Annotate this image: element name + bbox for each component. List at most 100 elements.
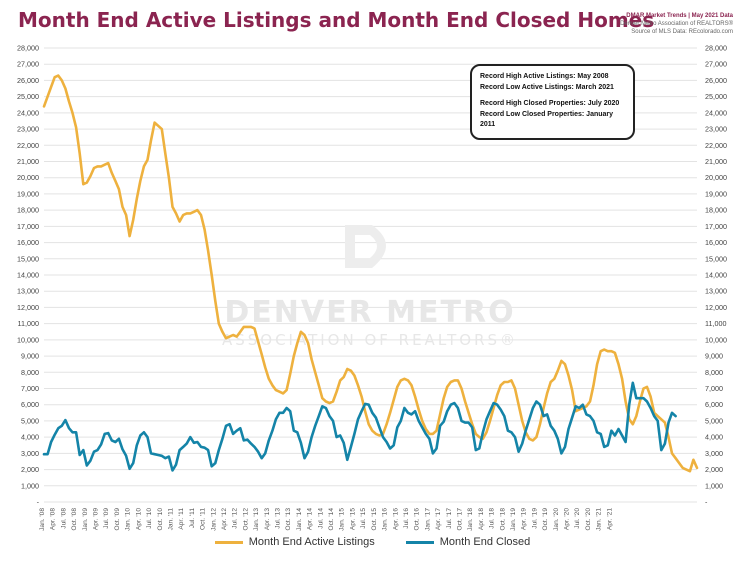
y-tick-left: 9,000 xyxy=(21,352,39,361)
y-tick-right: 28,000 xyxy=(705,44,727,53)
y-tick-left: 24,000 xyxy=(17,108,39,117)
y-tick-right: 6,000 xyxy=(705,400,723,409)
x-tick: Apr. '19 xyxy=(521,508,528,530)
y-tick-right: 9,000 xyxy=(705,352,723,361)
x-tick: Jan. '20 xyxy=(553,508,560,531)
y-tick-right: 3,000 xyxy=(705,449,723,458)
x-tick: Jan. '12 xyxy=(210,508,217,531)
x-tick: Jan. '17 xyxy=(424,508,431,531)
legend-swatch-active xyxy=(214,540,243,544)
y-tick-left: 12,000 xyxy=(17,303,39,312)
y-tick-right: 25,000 xyxy=(705,92,727,101)
x-axis: Jan. '08 Apr. '08 Jul. '08 Oct. '08 Jan. '09… xyxy=(39,508,613,531)
y-tick-left: 14,000 xyxy=(17,271,39,280)
x-tick: Oct. '08 xyxy=(71,508,78,531)
chart-title: Month End Active Listings and Month End … xyxy=(18,8,655,32)
source-line-2: Denver Metro Association of REALTORS® xyxy=(620,21,733,27)
y-tick-right: 1,000 xyxy=(705,481,723,490)
series-line-active-listings xyxy=(42,74,699,473)
x-tick: Oct. '09 xyxy=(114,508,121,531)
y-tick-right: 18,000 xyxy=(705,206,727,215)
x-tick: Oct. '19 xyxy=(542,508,549,531)
source-note: DMAR Market Trends | May 2021 Data Denve… xyxy=(573,12,733,36)
legend: Month End Active Listings Month End Clos… xyxy=(0,536,745,548)
y-tick-left: 16,000 xyxy=(17,238,39,247)
source-line-3: Source of MLS Data: REcolorado.com xyxy=(631,29,733,35)
y-tick-left: 27,000 xyxy=(17,60,39,69)
x-tick: Jan. '18 xyxy=(467,508,474,531)
y-tick-left: 15,000 xyxy=(17,254,39,263)
y-tick-right: 2,000 xyxy=(705,465,723,474)
record-line-1: Record High Active Listings: May 2008 xyxy=(480,73,609,80)
x-tick: Jul. '17 xyxy=(446,508,453,529)
y-tick-left: 28,000 xyxy=(17,44,39,53)
x-tick: Oct. '11 xyxy=(200,508,207,530)
x-tick: Jan. '09 xyxy=(82,508,89,531)
y-tick-right: 15,000 xyxy=(705,254,727,263)
y-tick-right: 24,000 xyxy=(705,108,727,117)
x-tick: Jan. '08 xyxy=(39,508,46,531)
y-axis-left: - 1,000 2,000 3,000 4,000 5,000 6,000 7,000 8,00… xyxy=(17,44,40,507)
x-tick: Jul. '09 xyxy=(103,508,110,529)
x-tick: Apr. '09 xyxy=(93,508,100,530)
source-line-1: DMAR Market Trends | May 2021 Data xyxy=(626,13,733,19)
y-tick-right: 23,000 xyxy=(705,125,727,134)
y-tick-right: 14,000 xyxy=(705,271,727,280)
y-tick-left: 22,000 xyxy=(17,141,39,150)
records-callout: Record High Active Listings: May 2008 Re… xyxy=(470,64,635,140)
legend-item-closed: Month End Closed xyxy=(405,536,530,548)
y-tick-right: 26,000 xyxy=(705,76,727,85)
watermark: DENVER METRO ASSOCIATION OF REALTORS® xyxy=(222,225,518,349)
y-tick-left: 23,000 xyxy=(17,125,39,134)
x-tick: Oct. '12 xyxy=(242,508,249,531)
record-line-2: Record Low Active Listings: March 2021 xyxy=(480,83,614,91)
x-tick: Oct. '16 xyxy=(414,508,421,531)
y-tick-right: 12,000 xyxy=(705,303,727,312)
x-tick: Jul. '18 xyxy=(489,508,496,529)
x-tick: Apr. '16 xyxy=(392,508,399,530)
y-tick-left: 25,000 xyxy=(17,92,39,101)
x-tick: Apr. '10 xyxy=(135,508,142,530)
x-tick: Apr. '18 xyxy=(478,508,485,530)
watermark-logo-icon xyxy=(345,225,386,268)
y-tick-left: 20,000 xyxy=(17,173,39,182)
y-tick-right: 10,000 xyxy=(705,335,727,344)
y-tick-right: 7,000 xyxy=(705,384,723,393)
y-tick-left: - xyxy=(37,498,40,507)
x-tick: Jul. '08 xyxy=(60,508,67,529)
y-tick-right: 8,000 xyxy=(705,368,723,377)
y-tick-right: 13,000 xyxy=(705,287,727,296)
watermark-line-2: ASSOCIATION OF REALTORS® xyxy=(222,331,518,349)
x-tick: Apr. '11 xyxy=(178,508,185,530)
x-tick: Apr. '12 xyxy=(221,508,228,530)
legend-item-active: Month End Active Listings xyxy=(214,536,375,548)
y-tick-left: 1,000 xyxy=(21,481,39,490)
series xyxy=(42,74,699,473)
x-tick: Apr. '15 xyxy=(349,508,356,530)
y-tick-left: 26,000 xyxy=(17,76,39,85)
x-tick: Jan. '11 xyxy=(167,508,174,531)
x-tick: Apr. '17 xyxy=(435,508,442,530)
y-tick-right: - xyxy=(705,498,708,507)
x-tick: Jan. '15 xyxy=(339,508,346,531)
x-tick: Jan. '19 xyxy=(510,508,517,531)
y-tick-left: 6,000 xyxy=(21,400,39,409)
y-tick-left: 10,000 xyxy=(17,335,39,344)
x-tick: Oct. '17 xyxy=(456,508,463,531)
y-tick-right: 20,000 xyxy=(705,173,727,182)
x-tick: Apr. '14 xyxy=(307,508,314,530)
x-tick: Apr. '21 xyxy=(606,508,613,530)
legend-swatch-closed xyxy=(405,540,434,544)
x-tick: Oct. '10 xyxy=(157,508,164,531)
y-tick-left: 17,000 xyxy=(17,222,39,231)
y-tick-right: 4,000 xyxy=(705,433,723,442)
y-tick-left: 19,000 xyxy=(17,189,39,198)
y-tick-left: 7,000 xyxy=(21,384,39,393)
x-tick: Jul. '12 xyxy=(232,508,239,529)
y-tick-left: 3,000 xyxy=(21,449,39,458)
y-tick-right: 16,000 xyxy=(705,238,727,247)
x-tick: Jan. '13 xyxy=(253,508,260,531)
y-tick-left: 18,000 xyxy=(17,206,39,215)
x-tick: Apr. '20 xyxy=(564,508,571,530)
